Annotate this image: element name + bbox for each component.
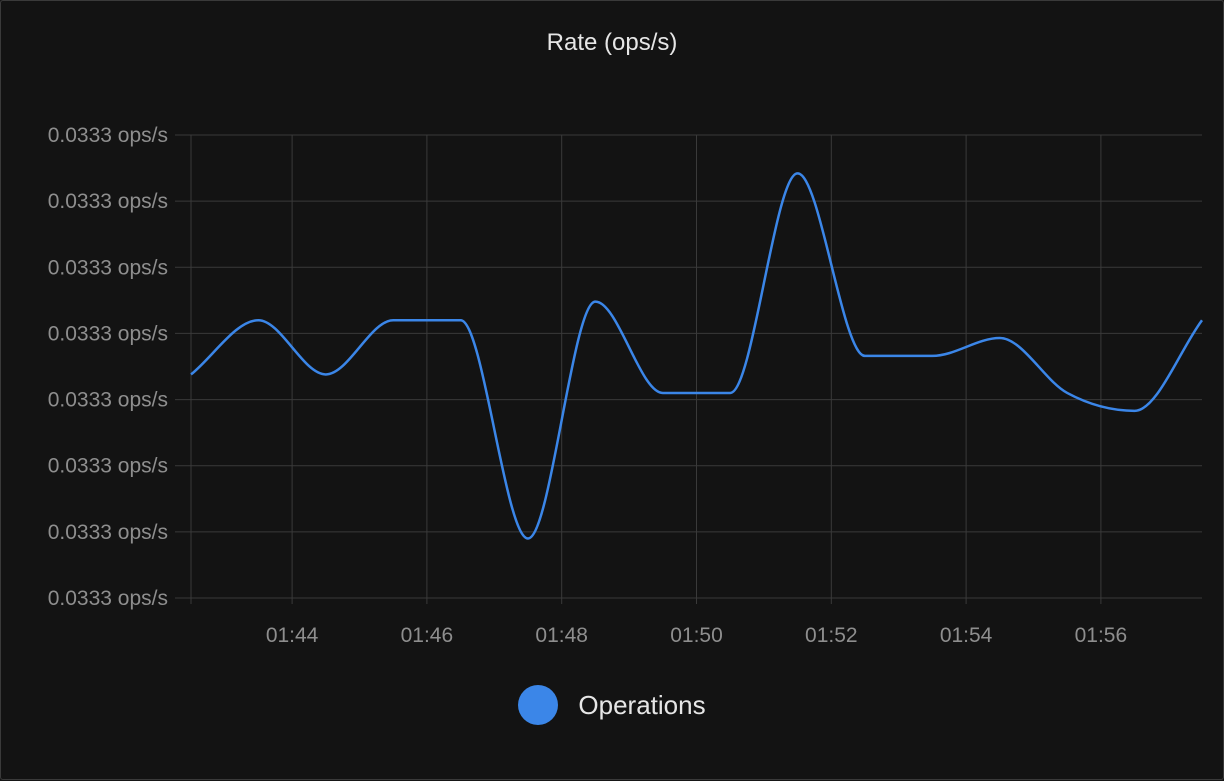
y-tick-label: 0.0333 ops/s (48, 124, 168, 147)
x-tick-label: 01:56 (1075, 624, 1128, 647)
y-gridlines (175, 134, 1202, 604)
y-tick-label: 0.0333 ops/s (48, 521, 168, 544)
x-tick-label: 01:52 (805, 624, 858, 647)
y-tick-label: 0.0333 ops/s (48, 587, 168, 610)
series-layer (190, 172, 1204, 540)
y-axis-tick-labels: 0.0333 ops/s 0.0333 ops/s 0.0333 ops/s 0.03… (48, 124, 168, 610)
legend-label-operations: Operations (578, 689, 706, 720)
series-line-operations (190, 172, 1204, 540)
y-tick-label: 0.0333 ops/s (48, 389, 168, 412)
y-tick-label: 0.0333 ops/s (48, 455, 168, 478)
x-tick-label: 01:46 (401, 624, 454, 647)
x-tick-label: 01:44 (266, 624, 319, 647)
x-tick-label: 01:50 (670, 624, 723, 647)
x-gridlines (291, 135, 1102, 604)
y-tick-label: 0.0333 ops/s (48, 190, 168, 213)
legend-swatch-operations (518, 685, 559, 725)
x-axis-tick-labels: 01:44 01:46 01:48 01:50 01:52 01:54 01:56 (266, 624, 1127, 647)
chart-title: Rate (ops/s) (546, 29, 678, 56)
x-tick-label: 01:54 (940, 624, 993, 647)
y-tick-label: 0.0333 ops/s (48, 256, 168, 279)
y-tick-label: 0.0333 ops/s (48, 322, 168, 345)
x-tick-label: 01:48 (535, 624, 588, 647)
legend[interactable]: Operations (1, 685, 1223, 725)
